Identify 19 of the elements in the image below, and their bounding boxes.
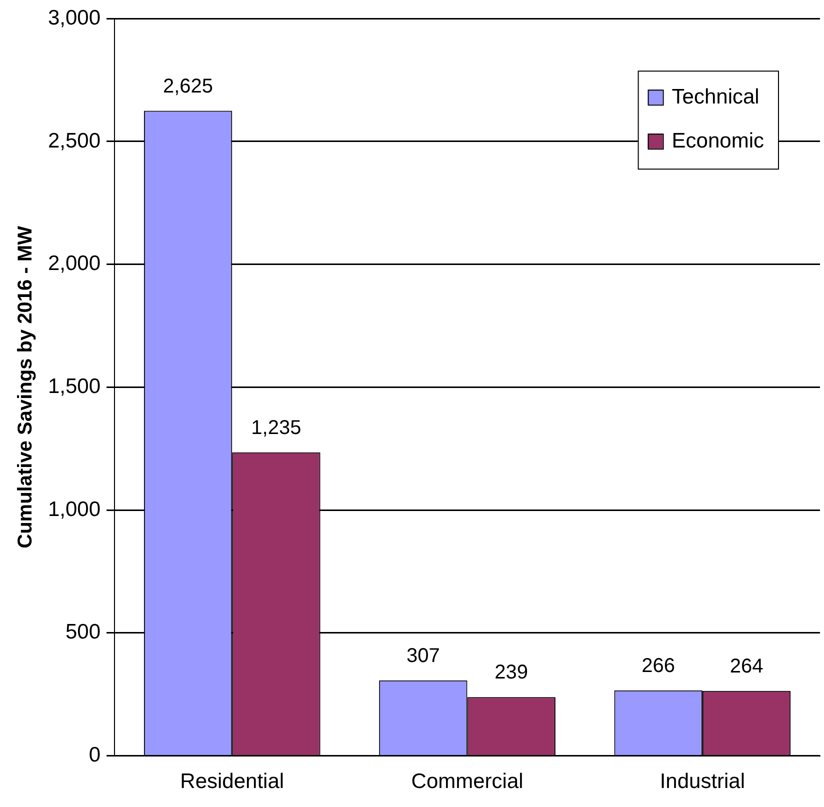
x-tick-label: Residential [180,770,284,794]
y-tick-label: 3,000 [48,6,101,30]
y-tick-label: 2,500 [48,129,101,152]
y-axis-title: Cumulative Savings by 2016 - MW [14,226,37,548]
x-tick-label: Commercial [411,770,524,794]
y-tick-label: 1,500 [48,374,101,398]
data-label: 307 [406,644,440,667]
data-label: 266 [642,654,676,677]
data-label: 2,625 [163,75,214,98]
legend-label: Technical [672,85,760,108]
legend-label: Economic [672,129,764,152]
data-label: 1,235 [251,416,302,439]
y-tick-label: 2,000 [48,252,101,276]
y-tick-label: 1,000 [48,498,101,521]
data-label: 264 [730,655,764,678]
x-tick-label: Industrial [660,770,746,794]
y-tick-label: 0 [88,744,101,767]
y-tick-label: 500 [66,620,101,644]
data-label: 239 [494,662,528,684]
